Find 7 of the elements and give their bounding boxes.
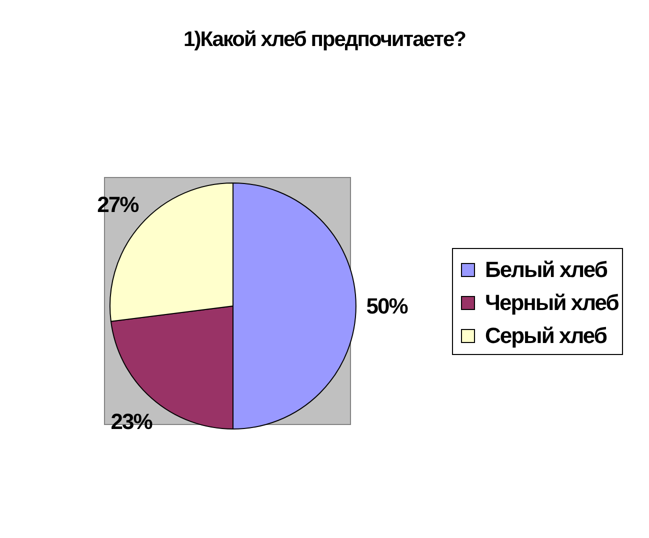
data-label: 23% [110,408,152,434]
data-label: 27% [97,192,139,217]
chart-title: 1)Какой хлеб предпочитаете? [182,28,466,52]
legend-label: Белый хлеб [485,256,607,282]
legend-label: Серый хлеб [485,322,606,348]
legend-label: Черный хлеб [485,290,618,316]
data-label: 50% [366,294,408,318]
